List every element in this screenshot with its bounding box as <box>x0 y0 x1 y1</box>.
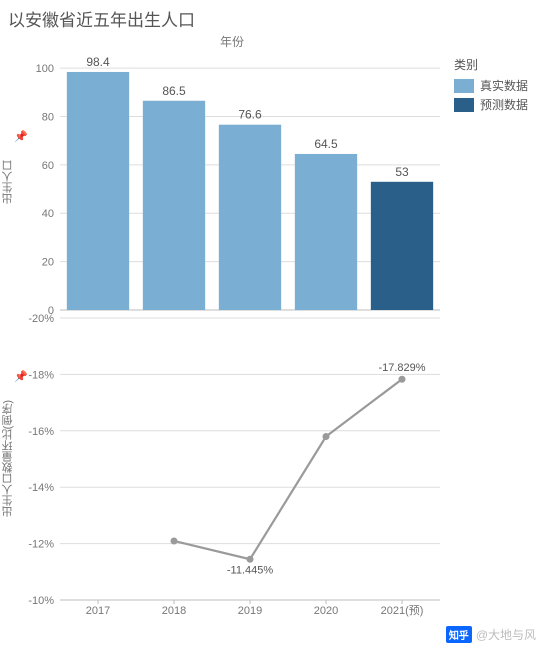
watermark: 知乎 @大地与风 <box>446 626 536 643</box>
svg-text:-12%: -12% <box>28 539 54 551</box>
svg-text:-14%: -14% <box>28 482 54 494</box>
svg-text:53: 53 <box>395 165 409 179</box>
svg-text:100: 100 <box>36 63 54 75</box>
svg-text:-16%: -16% <box>28 426 54 438</box>
watermark-text: @大地与风 <box>476 626 536 643</box>
svg-text:-11.445%: -11.445% <box>227 564 273 576</box>
svg-text:40: 40 <box>42 208 54 220</box>
svg-text:2019: 2019 <box>238 605 262 617</box>
svg-text:20: 20 <box>42 257 54 269</box>
zhihu-logo: 知乎 <box>446 626 472 643</box>
svg-text:-18%: -18% <box>28 369 54 381</box>
svg-text:2021(预): 2021(预) <box>381 604 424 617</box>
svg-text:2020: 2020 <box>314 605 338 617</box>
svg-text:📌: 📌 <box>14 369 28 383</box>
svg-text:60: 60 <box>42 160 54 172</box>
svg-text:-20%: -20% <box>28 313 54 325</box>
svg-text:-10%: -10% <box>28 595 54 607</box>
svg-text:64.5: 64.5 <box>314 137 338 151</box>
svg-text:76.6: 76.6 <box>238 108 262 122</box>
svg-text:98.4: 98.4 <box>86 55 110 69</box>
svg-text:2018: 2018 <box>162 605 186 617</box>
svg-text:2017: 2017 <box>86 605 110 617</box>
svg-text:-17.829%: -17.829% <box>378 362 425 374</box>
svg-text:📌: 📌 <box>14 129 28 143</box>
svg-text:86.5: 86.5 <box>162 84 186 98</box>
chart-canvas: 020406080100📌98.486.576.664.553-10%-12%-… <box>0 0 544 649</box>
svg-text:80: 80 <box>42 111 54 123</box>
